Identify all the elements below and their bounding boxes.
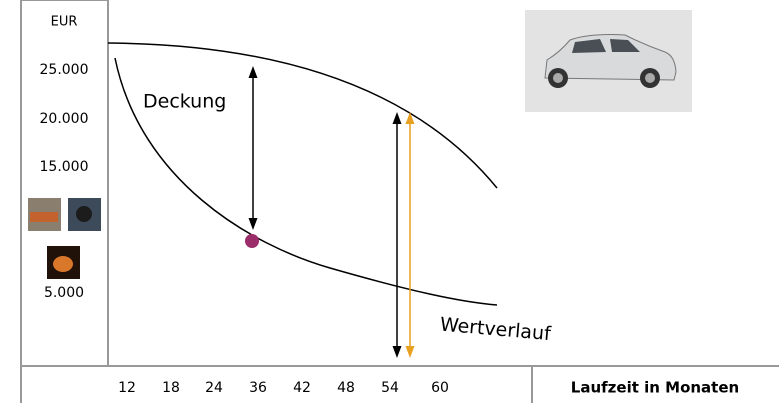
- slide: EUR 25.000 20.000 15.000 5.000 Deckung W…: [0, 0, 779, 403]
- x-label: 18: [162, 380, 180, 396]
- x-title: Laufzeit in Monaten: [571, 379, 739, 397]
- price-curve: [108, 43, 497, 188]
- y-label: 25.000: [40, 62, 89, 78]
- fire-photo: [47, 246, 80, 279]
- point: [245, 234, 259, 248]
- damage-photo: [28, 198, 61, 231]
- y-panel: [21, 0, 108, 366]
- x-label: 60: [431, 380, 449, 396]
- x-label: 48: [337, 380, 355, 396]
- y-label: 5.000: [44, 285, 84, 301]
- coverage-label: Deckung: [143, 91, 226, 113]
- x-label: 54: [381, 380, 399, 396]
- x-label: 24: [205, 380, 223, 396]
- damage-photo: [68, 198, 101, 231]
- x-label: 36: [249, 380, 267, 396]
- unit-label: EUR: [51, 15, 78, 30]
- y-label: 20.000: [40, 111, 89, 127]
- value-curve-label: Wertverlauf: [439, 314, 553, 346]
- y-label: 15.000: [40, 159, 89, 175]
- x-label: 12: [118, 380, 136, 396]
- car-photo: [525, 10, 692, 112]
- x-label: 42: [293, 380, 311, 396]
